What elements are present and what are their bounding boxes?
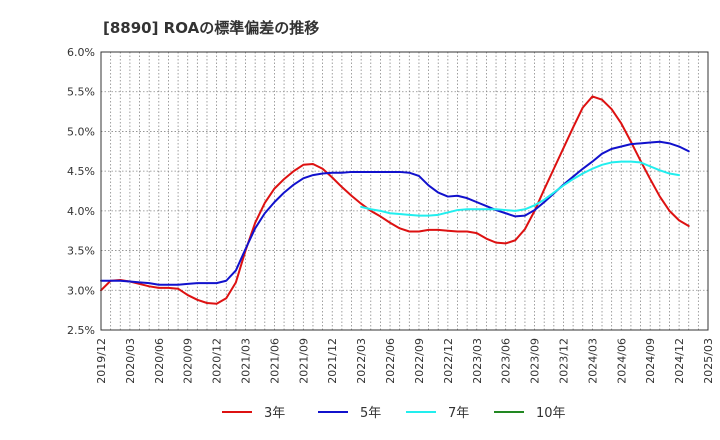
x-tick-label: 2019/12	[95, 338, 108, 384]
x-tick-label: 2022/12	[442, 338, 455, 384]
y-tick-label: 3.0%	[67, 284, 95, 297]
legend-label-10年: 10年	[536, 406, 566, 421]
y-tick-label: 3.5%	[67, 245, 95, 258]
y-tick-label: 5.0%	[67, 125, 95, 138]
series-line-3年	[100, 95, 690, 305]
x-tick-label: 2021/06	[268, 338, 281, 384]
x-tick-label: 2020/03	[124, 338, 137, 384]
x-tick-label: 2022/06	[384, 338, 397, 384]
series-lines	[100, 95, 690, 305]
chart-title: [8890] ROAの標準偏差の推移	[103, 19, 319, 37]
x-tick-label: 2023/03	[471, 338, 484, 384]
series-line-7年	[360, 160, 681, 217]
grid	[101, 52, 708, 330]
legend: 3年 5年 7年 10年	[222, 406, 566, 421]
x-tick-label: 2024/06	[615, 338, 628, 384]
x-tick-label: 2024/09	[644, 338, 657, 384]
x-tick-label: 2022/09	[413, 338, 426, 384]
x-tick-label: 2025/03	[702, 338, 715, 384]
series-line-5年	[100, 140, 690, 286]
y-tick-label: 5.5%	[67, 86, 95, 99]
x-tick-label: 2023/09	[529, 338, 542, 384]
legend-label-7年: 7年	[448, 406, 469, 421]
x-tick-label: 2020/06	[153, 338, 166, 384]
x-tick-label: 2024/12	[673, 338, 686, 384]
y-tick-label: 6.0%	[67, 46, 95, 59]
x-tick-label: 2023/06	[500, 338, 513, 384]
x-tick-label: 2022/03	[355, 338, 368, 384]
y-tick-label: 4.0%	[67, 205, 95, 218]
x-tick-label: 2024/03	[586, 338, 599, 384]
x-tick-label: 2021/09	[297, 338, 310, 384]
y-tick-label: 2.5%	[67, 324, 95, 337]
x-tick-label: 2020/12	[211, 338, 224, 384]
legend-label-3年: 3年	[264, 406, 285, 421]
x-tick-label: 2021/12	[326, 338, 339, 384]
axes: 2.5% 3.0% 3.5% 4.0% 4.5% 5.0% 5.5% 6.0% 2019/12 2…	[67, 46, 715, 384]
x-tick-label: 2023/12	[557, 338, 570, 384]
y-tick-label: 4.5%	[67, 165, 95, 178]
legend-label-5年: 5年	[360, 406, 381, 421]
x-tick-label: 2020/09	[182, 338, 195, 384]
x-tick-label: 2021/03	[240, 338, 253, 384]
